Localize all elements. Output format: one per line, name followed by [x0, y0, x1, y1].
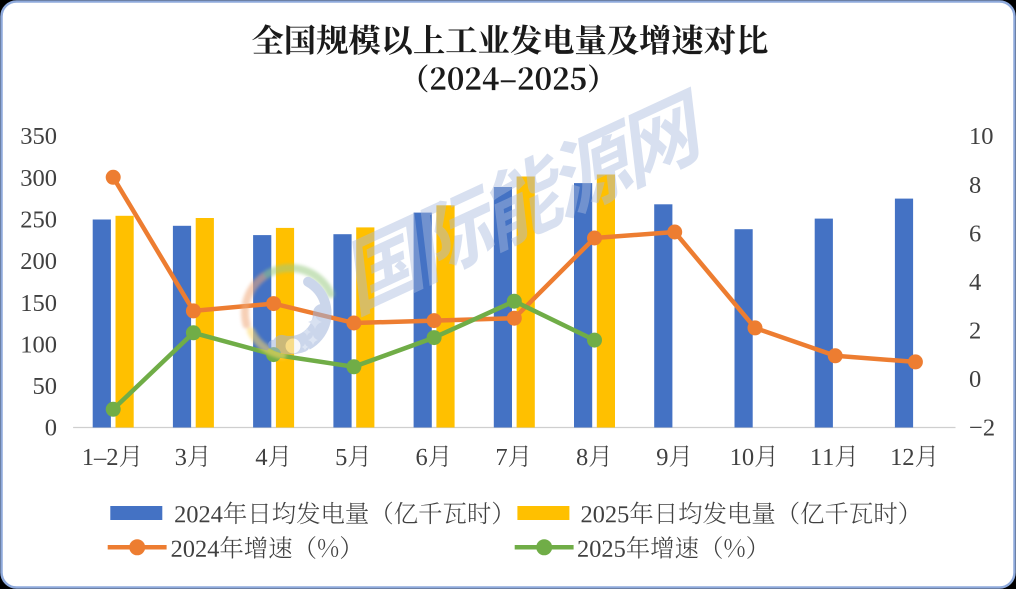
svg-text:200: 200: [20, 248, 57, 275]
svg-text:150: 150: [20, 290, 57, 317]
svg-text:100: 100: [20, 331, 57, 358]
svg-text:300: 300: [20, 165, 57, 192]
svg-text:350: 350: [20, 123, 57, 150]
svg-text:−2: −2: [969, 415, 995, 442]
svg-text:2: 2: [969, 318, 981, 345]
svg-text:4: 4: [969, 269, 981, 296]
svg-text:250: 250: [20, 207, 57, 234]
svg-text:0: 0: [969, 366, 981, 393]
svg-text:8: 8: [969, 172, 981, 199]
svg-text:50: 50: [33, 373, 58, 400]
svg-text:6: 6: [969, 220, 981, 247]
svg-text:0: 0: [45, 415, 57, 442]
svg-text:10: 10: [969, 123, 994, 150]
